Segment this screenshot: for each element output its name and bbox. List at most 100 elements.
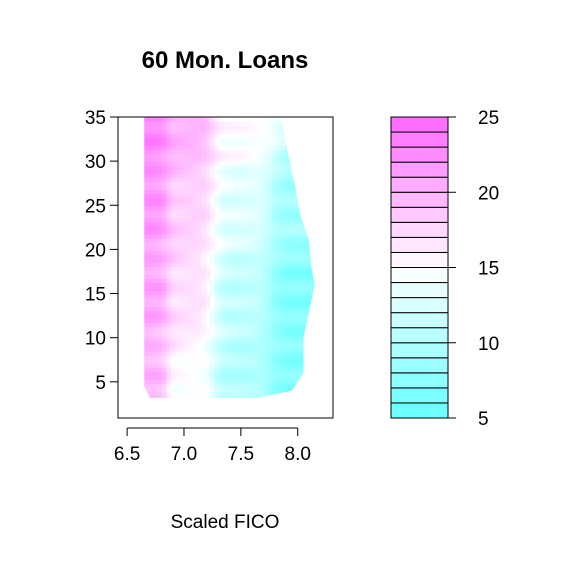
heat-cell — [241, 318, 247, 324]
heat-cell — [267, 193, 273, 199]
heat-cell — [223, 242, 229, 247]
heat-cell — [197, 367, 203, 372]
heat-cell — [192, 387, 198, 392]
heat-cell — [307, 286, 313, 292]
heat-cell — [294, 145, 300, 150]
heat-cell — [157, 351, 163, 356]
heat-cell — [263, 238, 269, 243]
legend-swatch — [390, 387, 449, 404]
heat-cell — [298, 330, 304, 336]
heat-cell — [223, 173, 229, 179]
heat-cell — [302, 258, 308, 263]
heat-cell — [223, 302, 229, 308]
heat-cell — [179, 391, 185, 397]
heat-cell — [289, 334, 295, 340]
heat-cell — [201, 169, 207, 175]
heat-cell — [267, 117, 273, 122]
heat-cell — [241, 225, 247, 231]
heat-cell — [210, 351, 216, 356]
heat-cell — [175, 201, 181, 207]
heat-cell — [223, 310, 229, 316]
heat-cell — [276, 221, 282, 227]
heat-cell — [214, 221, 220, 227]
heat-cell — [245, 254, 251, 259]
heat-cell — [311, 121, 315, 126]
heat-cell — [311, 383, 315, 388]
heat-cell — [175, 298, 181, 304]
heat-cell — [166, 149, 172, 154]
heat-cell — [201, 302, 207, 308]
heat-cell — [223, 117, 229, 122]
heat-cell — [205, 282, 211, 288]
heat-cell — [214, 294, 220, 300]
heat-cell — [263, 201, 269, 207]
heat-cell — [289, 129, 295, 134]
heat-cell — [175, 395, 181, 398]
heat-cell — [294, 177, 300, 183]
heat-cell — [298, 270, 304, 275]
heat-cell — [170, 334, 176, 340]
heat-cell — [302, 282, 308, 288]
heat-cell — [157, 193, 163, 199]
heat-cell — [179, 258, 185, 263]
heat-cell — [245, 181, 251, 187]
heat-cell — [258, 121, 264, 126]
heat-cell — [152, 165, 158, 171]
heat-cell — [276, 181, 282, 187]
heat-cell — [294, 387, 300, 392]
heat-cell — [267, 229, 273, 235]
heat-cell — [285, 125, 291, 130]
heat-cell — [157, 326, 163, 332]
heat-cell — [179, 117, 185, 122]
heat-cell — [285, 266, 291, 271]
heat-cell — [272, 294, 278, 300]
heat-cell — [170, 149, 176, 154]
heat-cell — [201, 238, 207, 243]
heat-cell — [152, 395, 158, 398]
heat-cell — [214, 197, 220, 203]
legend-swatch — [390, 236, 449, 253]
heat-cell — [157, 355, 163, 360]
heat-cell — [157, 185, 163, 191]
heat-cell — [157, 270, 163, 275]
heat-cell — [236, 367, 242, 372]
heat-cell — [298, 318, 304, 324]
heat-cell — [258, 153, 264, 158]
heat-cell — [280, 310, 286, 316]
heat-cell — [316, 375, 321, 380]
heat-cell — [214, 129, 220, 134]
heat-cell — [263, 157, 269, 162]
heat-cell — [188, 201, 194, 207]
heat-cell — [316, 262, 321, 267]
heat-cell — [183, 391, 189, 397]
heat-cell — [307, 193, 313, 199]
heat-cell — [166, 197, 172, 203]
heat-cell — [144, 229, 150, 235]
heat-cell — [192, 117, 198, 122]
heat-cell — [272, 310, 278, 316]
heat-cell — [258, 375, 264, 380]
heat-cell — [192, 193, 198, 199]
heat-cell — [249, 383, 255, 388]
heat-cell — [161, 326, 167, 332]
heat-cell — [152, 169, 158, 175]
heat-cell — [148, 379, 154, 384]
heat-cell — [316, 307, 321, 312]
y-tick-label: 10 — [85, 329, 106, 350]
heat-cell — [289, 338, 295, 344]
heat-cell — [316, 242, 321, 247]
heat-cell — [197, 169, 203, 175]
heat-cell — [249, 137, 255, 142]
heat-cell — [245, 306, 251, 312]
heat-cell — [152, 391, 158, 397]
heat-cell — [307, 177, 313, 183]
heat-cell — [214, 250, 220, 255]
heat-cell — [236, 238, 242, 243]
heat-cell — [307, 379, 313, 384]
heat-cell — [205, 209, 211, 215]
heat-cell — [188, 375, 194, 380]
heat-cell — [170, 129, 176, 134]
heat-cell — [183, 395, 189, 398]
heat-cell — [161, 185, 167, 191]
heat-cell — [148, 165, 154, 171]
